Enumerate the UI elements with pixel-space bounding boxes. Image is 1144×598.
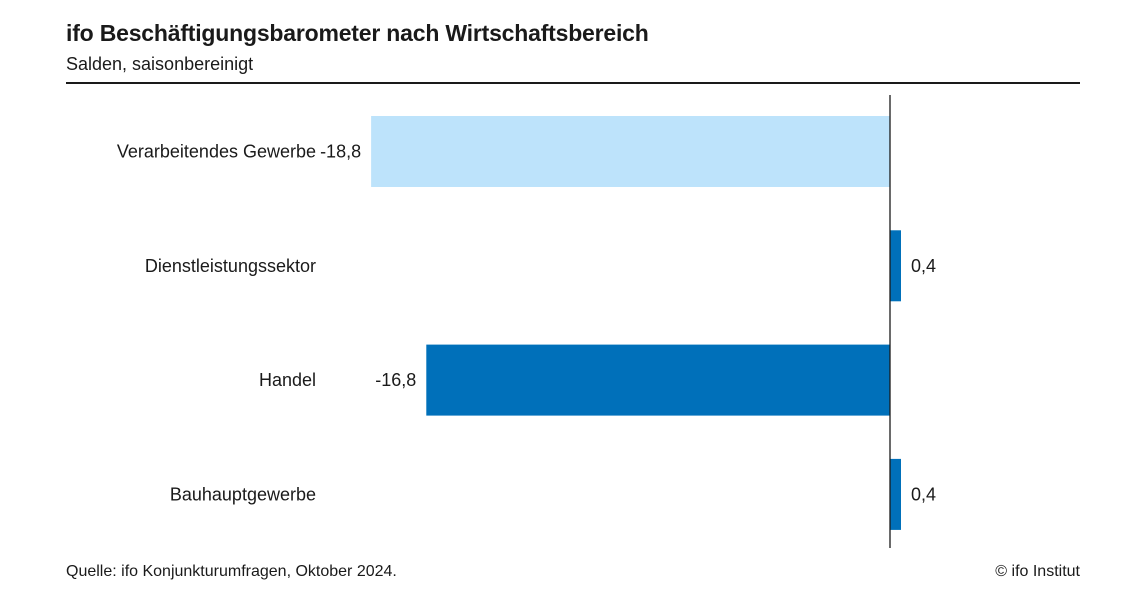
chart-subtitle: Salden, saisonbereinigt: [66, 54, 254, 74]
bar-2: [890, 230, 901, 302]
source-note: Quelle: ifo Konjunkturumfragen, Oktober …: [66, 563, 397, 580]
chart-title: ifo Beschäftigungsbarometer nach Wirtsch…: [66, 20, 649, 46]
value-label: 0,4: [911, 256, 936, 276]
category-label: Dienstleistungssektor: [145, 256, 316, 276]
category-label: Bauhauptgewerbe: [170, 484, 316, 504]
value-label: 0,4: [911, 484, 936, 504]
title-divider: [66, 82, 1080, 84]
bar-1: [371, 116, 891, 187]
bar-3: [426, 344, 890, 416]
copyright-note: © ifo Institut: [995, 563, 1080, 580]
value-label: -18,8: [320, 142, 361, 162]
category-label: Verarbeitendes Gewerbe: [117, 142, 316, 162]
category-label: Handel: [259, 370, 316, 390]
value-label: -16,8: [375, 370, 416, 390]
bar-4: [890, 458, 901, 530]
